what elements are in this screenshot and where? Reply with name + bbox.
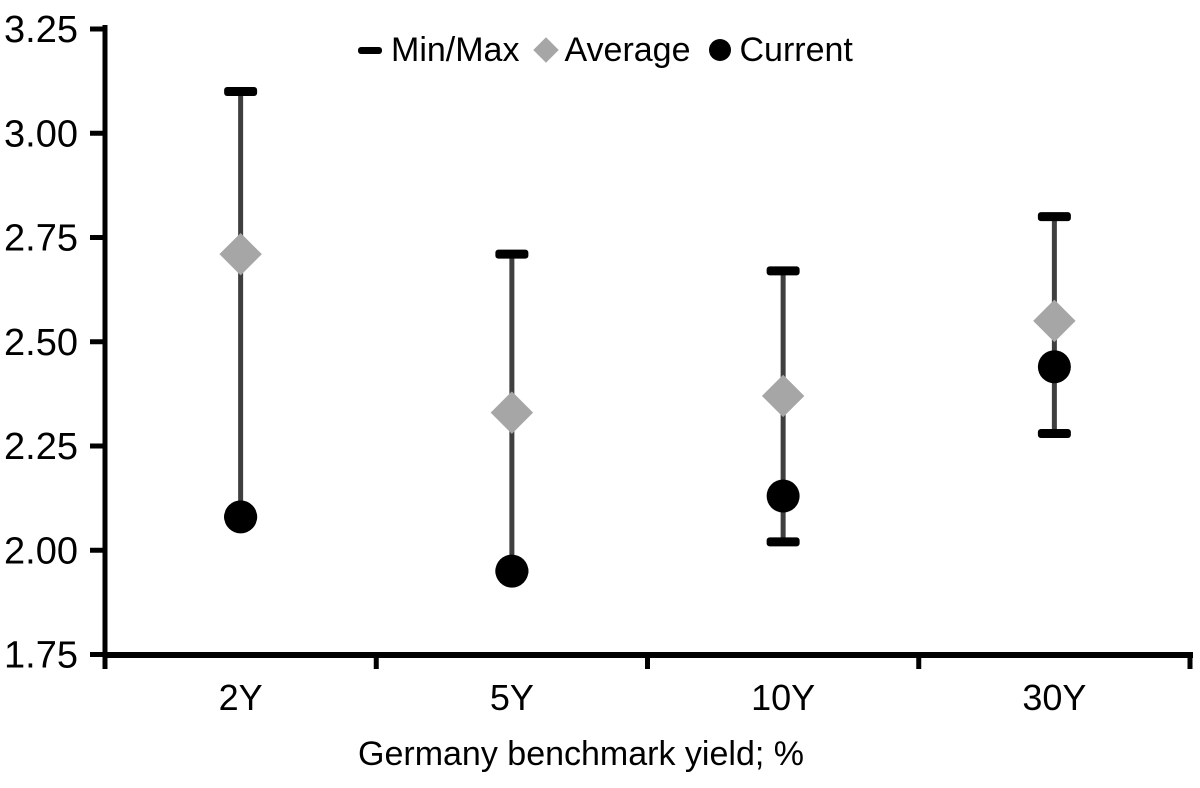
average-diamond-icon xyxy=(533,37,560,63)
x-category-label: 5Y xyxy=(490,677,534,718)
y-tick-label: 3.00 xyxy=(4,113,78,155)
current-circle xyxy=(1037,350,1071,384)
current-circle-icon xyxy=(708,39,731,61)
legend-item-current: Current xyxy=(708,31,853,69)
current-circle xyxy=(495,554,529,588)
y-tick-label: 2.75 xyxy=(4,218,78,260)
legend-label-minmax: Min/Max xyxy=(391,31,520,69)
max-cap xyxy=(766,266,800,276)
y-tick-label: 2.00 xyxy=(4,530,78,572)
min-cap xyxy=(766,537,800,547)
max-cap xyxy=(224,87,258,97)
minmax-dash-icon xyxy=(358,46,382,54)
y-tick-label: 2.25 xyxy=(4,426,78,468)
legend: Min/Max Average Current xyxy=(358,33,853,67)
y-tick-label: 3.25 xyxy=(4,9,78,51)
max-cap xyxy=(495,249,529,259)
x-category-label: 10Y xyxy=(751,677,815,718)
average-diamond xyxy=(219,232,262,276)
legend-item-average: Average xyxy=(533,31,691,69)
x-category-label: 30Y xyxy=(1022,677,1086,718)
legend-label-average: Average xyxy=(564,31,691,69)
legend-label-current: Current xyxy=(739,31,853,69)
average-diamond xyxy=(490,391,534,434)
average-diamond xyxy=(1033,299,1076,343)
current-circle xyxy=(224,500,258,534)
x-axis-title: Germany benchmark yield; % xyxy=(358,735,804,773)
legend-item-minmax: Min/Max xyxy=(358,33,519,67)
min-cap xyxy=(1037,428,1071,438)
max-cap xyxy=(1037,212,1071,222)
x-category-label: 2Y xyxy=(219,677,263,718)
current-circle xyxy=(766,479,800,513)
average-diamond xyxy=(761,374,805,418)
y-tick-label: 1.75 xyxy=(4,635,78,677)
y-tick-label: 2.50 xyxy=(4,322,78,364)
